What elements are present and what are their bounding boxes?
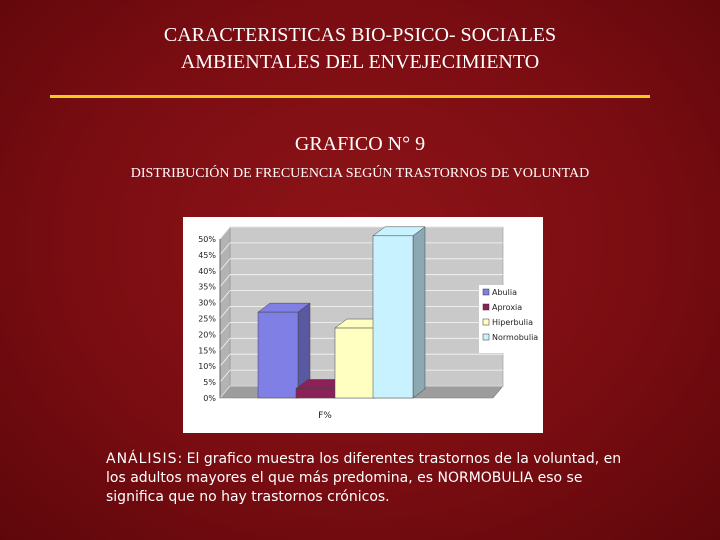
- y-tick-label: 5%: [203, 378, 216, 387]
- y-tick-label: 20%: [198, 330, 216, 339]
- bar-abulia: [257, 311, 299, 399]
- legend-label: Hiperbulia: [492, 318, 533, 327]
- legend-swatch: [482, 303, 490, 311]
- y-tick-label: 25%: [198, 315, 216, 324]
- legend-label: Aproxia: [492, 303, 522, 312]
- y-tick-label: 10%: [198, 362, 216, 371]
- legend-swatch: [482, 318, 490, 326]
- bar-hiperbulia: [334, 327, 376, 399]
- y-tick-label: 35%: [198, 283, 216, 292]
- analysis-label: ANÁLISIS: [106, 451, 178, 467]
- x-category-label: F%: [318, 411, 332, 421]
- slide-title-line-2: AMBIENTALES DEL ENVEJECIMIENTO: [180, 51, 540, 73]
- analysis-paragraph: ANÁLISIS: El grafico muestra los diferen…: [106, 450, 626, 507]
- slide-title: CARACTERISTICAS BIO-PSICO- SOCIALES AMBI…: [60, 22, 660, 76]
- y-tick-label: 30%: [198, 299, 216, 308]
- y-tick-label: 0%: [203, 394, 216, 403]
- chart-heading: DISTRIBUCIÓN DE FRECUENCIA SEGÚN TRASTOR…: [130, 166, 590, 181]
- y-tick-label: 40%: [198, 267, 216, 276]
- bar-normobulia-side: [412, 226, 426, 399]
- bar-normobulia: [372, 235, 414, 399]
- legend-label: Abulia: [492, 288, 517, 297]
- legend-swatch: [482, 288, 490, 296]
- y-tick-label: 45%: [198, 251, 216, 260]
- legend-label: Normobulia: [492, 333, 538, 342]
- chart-container: 0% 5% 10% 15% 20% 25% 30% 35% 40% 45% 50% F% Abulia A…: [183, 217, 543, 433]
- title-divider: [50, 95, 650, 98]
- analysis-text: : El grafico muestra los diferentes tras…: [106, 451, 622, 505]
- graph-number: GRAFICO N° 9: [294, 133, 426, 155]
- y-tick-label: 50%: [198, 235, 216, 244]
- legend-box: [479, 285, 541, 353]
- legend-swatch: [482, 333, 490, 341]
- y-tick-label: 15%: [198, 346, 216, 355]
- bar-aproxia: [295, 388, 337, 399]
- bar-chart: 0% 5% 10% 15% 20% 25% 30% 35% 40% 45% 50% F% Abulia A…: [198, 226, 541, 421]
- slide-title-line-1: CARACTERISTICAS BIO-PSICO- SOCIALES: [163, 24, 557, 46]
